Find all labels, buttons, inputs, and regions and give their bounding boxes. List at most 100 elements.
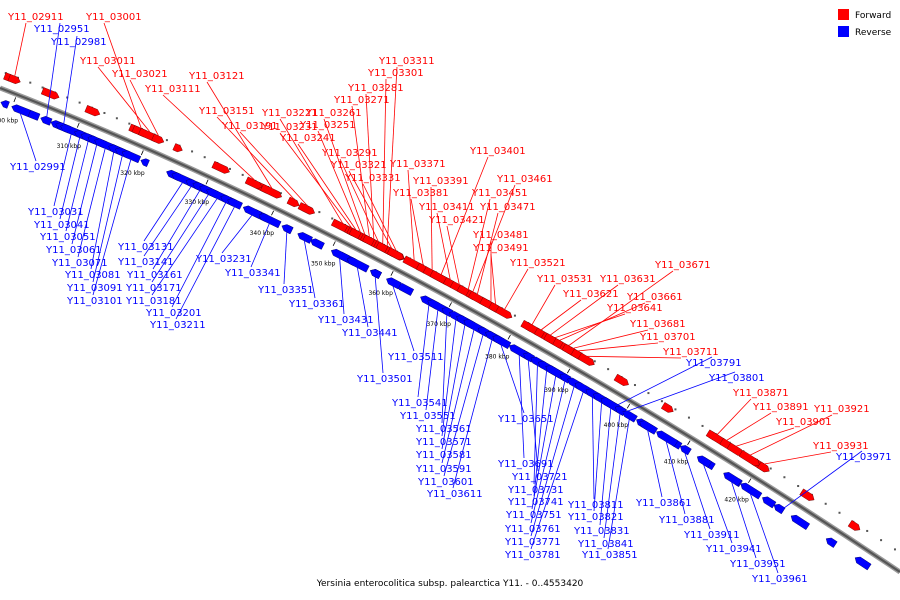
gene-label: Y11_03571: [415, 437, 472, 448]
forward-gene: [211, 160, 230, 174]
gene-label: Y11_03621: [562, 289, 619, 300]
tick-label: 380 kbp: [485, 353, 510, 360]
leader-line: [607, 419, 630, 550]
gene-label: Y11_03751: [505, 510, 562, 521]
leader-line: [731, 482, 757, 559]
leader-line: [443, 334, 484, 477]
leader-line: [750, 493, 779, 574]
leader-line: [500, 344, 525, 414]
reverse-genes-layer: [0, 100, 872, 571]
gene-label: Y11_03711: [662, 347, 719, 358]
gene-label: Y11_03361: [288, 299, 345, 310]
gene-label: Y11_03391: [412, 176, 469, 187]
strand-dot: [687, 416, 690, 419]
reverse-gene: [330, 248, 351, 263]
strand-dot: [797, 485, 800, 488]
gene-label: Y11_03521: [509, 258, 566, 269]
gene-label: Y11_03891: [752, 402, 809, 413]
forward-gene: [660, 402, 674, 413]
gene-arrow: [656, 430, 679, 448]
gene-arrow: [11, 104, 31, 117]
leader-line: [143, 182, 183, 242]
gene-arrow: [297, 232, 313, 244]
strand-dot: [593, 360, 596, 363]
tick-label: 390 kbp: [544, 387, 569, 394]
gene-arrow: [577, 352, 595, 366]
strand-dot: [674, 408, 677, 411]
gene-label: Y11_03641: [606, 303, 663, 314]
strand-dot: [607, 368, 610, 371]
leader-line: [554, 313, 626, 339]
leader-line: [407, 169, 415, 261]
leader-line: [665, 441, 686, 515]
leader-line: [467, 198, 491, 290]
reverse-gene: [639, 420, 658, 435]
reverse-gene: [121, 150, 142, 164]
gene-label: Y11_03021: [111, 69, 168, 80]
gene-label: Y11_02911: [7, 12, 64, 23]
forward-gene: [84, 105, 101, 117]
gene-label: Y11_03851: [581, 550, 638, 561]
tick-label: 300 kbp: [0, 117, 18, 124]
gene-label: Y11_03161: [126, 270, 183, 281]
strand-dot: [115, 117, 118, 120]
tick-mark: [13, 97, 17, 103]
leader-line: [476, 212, 499, 295]
gene-label: Y11_03581: [415, 450, 472, 461]
gene-label: Y11_03781: [504, 550, 561, 561]
leader-line: [45, 22, 61, 125]
gene-arrow: [7, 74, 21, 84]
strand-dot: [191, 150, 194, 153]
leader-line: [77, 148, 106, 258]
tick-label: 310 kbp: [57, 143, 82, 150]
leader-line: [764, 451, 832, 465]
leader-line: [97, 66, 151, 133]
leader-line: [171, 202, 226, 308]
reverse-gene: [140, 158, 150, 167]
leader-line: [531, 284, 556, 325]
gene-arrow: [847, 520, 861, 531]
gene-arrow: [762, 496, 777, 509]
gene-arrow: [639, 420, 658, 435]
leader-line: [577, 342, 659, 352]
gene-label: Y11_03331: [344, 173, 401, 184]
forward-gene: [799, 488, 815, 501]
gene-arrow: [258, 213, 282, 229]
gene-label: Y11_03261: [305, 108, 362, 119]
reverse-gene: [0, 100, 10, 109]
gene-label: Y11_03451: [471, 188, 528, 199]
strand-dot: [633, 384, 636, 387]
leader-line: [339, 258, 345, 315]
gene-label: Y11_03531: [536, 274, 593, 285]
strand-dot: [128, 122, 131, 125]
reverse-gene: [492, 335, 512, 350]
legend-reverse-label: Reverse: [855, 28, 892, 38]
leader-line: [735, 427, 795, 447]
gene-label: Y11_03681: [629, 319, 686, 330]
strand-dot: [78, 101, 81, 104]
forward-gene: [495, 305, 513, 319]
leader-line: [550, 284, 619, 336]
tick-label: 360 kbp: [368, 290, 393, 297]
leader-line: [62, 35, 78, 132]
leader-line: [317, 130, 361, 233]
tick-mark: [626, 403, 631, 409]
gene-label: Y11_03001: [85, 12, 142, 23]
gene-label: Y11_03131: [117, 242, 174, 253]
gene-arrow: [346, 257, 370, 273]
gene-label: Y11_03401: [469, 146, 526, 157]
strand-dot: [701, 424, 704, 427]
gene-label: Y11_03321: [330, 160, 387, 171]
leader-line: [175, 206, 235, 320]
gene-label: Y11_03431: [317, 315, 374, 326]
leader-line: [472, 184, 516, 292]
leader-line: [430, 186, 433, 270]
leader-line: [362, 183, 397, 251]
reverse-gene: [281, 224, 294, 235]
leader-line: [357, 267, 369, 328]
forward-genes-layer: [3, 72, 861, 531]
leader-line: [703, 464, 733, 544]
leader-line: [410, 198, 424, 265]
leader-line: [392, 286, 415, 352]
forward-gene: [260, 183, 282, 199]
